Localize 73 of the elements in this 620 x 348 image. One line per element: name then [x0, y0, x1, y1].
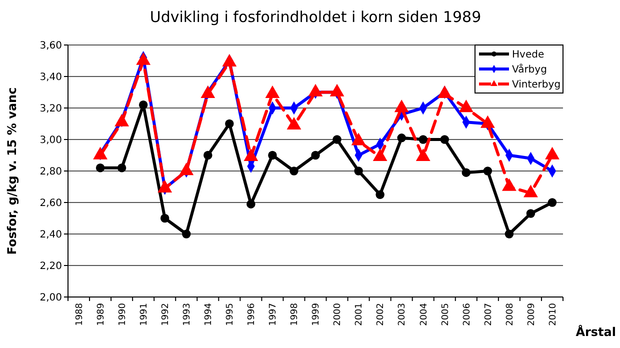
point: [225, 119, 234, 128]
point: [351, 132, 366, 146]
y-tick-label: 3,20: [40, 104, 62, 114]
x-tick-label: 1999: [312, 302, 322, 326]
point: [138, 100, 148, 110]
point: [136, 52, 151, 65]
point: [394, 100, 409, 112]
point: [290, 166, 298, 176]
point: [96, 163, 105, 172]
point: [268, 150, 277, 160]
point: [265, 86, 280, 98]
legend-label: Vinterbyg: [512, 80, 561, 90]
point: [246, 200, 256, 208]
point: [440, 135, 449, 144]
point: [458, 100, 474, 112]
x-tick-label: 2006: [462, 302, 472, 326]
y-tick-label: 2,40: [40, 230, 62, 240]
point: [483, 166, 492, 176]
y-tick-label: 2,20: [40, 261, 62, 272]
y-tick-label: 2,80: [40, 166, 62, 178]
y-tick-label: 3,00: [40, 135, 62, 146]
x-tick-label: 2001: [354, 303, 365, 326]
chart-title: Udvikling i fosforindholdet i korn siden 1989: [150, 8, 482, 26]
point: [160, 214, 170, 223]
x-tick-label: 1996: [247, 302, 258, 326]
point: [204, 150, 212, 160]
x-tick-label: 2009: [526, 302, 537, 326]
x-tick-label: 2005: [440, 303, 451, 326]
point: [504, 230, 514, 238]
legend-label: Vårbyg: [512, 64, 547, 76]
point: [418, 135, 428, 144]
x-tick-label: 2008: [505, 302, 516, 326]
point: [548, 198, 557, 207]
x-tick-label: 1995: [226, 303, 236, 326]
x-tick-label: 1997: [268, 303, 279, 326]
x-tick-label: 1989: [96, 302, 106, 326]
x-tick-label: 1988: [74, 302, 85, 326]
y-tick-label: 2,60: [40, 198, 62, 209]
x-tick-label: 2000: [333, 302, 344, 326]
x-tick-label: 1998: [290, 302, 300, 326]
x-tick-label: 1991: [139, 303, 150, 326]
x-tick-label: 1992: [161, 303, 171, 326]
point: [332, 135, 342, 144]
y-tick-label: 3,60: [40, 40, 62, 52]
point: [437, 86, 452, 98]
point: [376, 190, 384, 199]
point: [462, 168, 471, 177]
legend-label: Hvede: [512, 50, 544, 60]
point: [397, 134, 406, 142]
x-tick-label: 2003: [398, 303, 408, 326]
x-tick-label: 1993: [182, 303, 193, 326]
x-tick-label: 2010: [548, 302, 558, 326]
point: [182, 230, 191, 238]
point: [330, 84, 344, 96]
x-tick-label: 1994: [204, 302, 214, 326]
point: [311, 150, 320, 160]
y-tick-label: 2,00: [40, 292, 62, 304]
point: [117, 163, 126, 172]
point: [480, 115, 495, 128]
x-tick-label: 1990: [118, 302, 128, 326]
point: [286, 117, 302, 130]
point: [200, 86, 216, 98]
y-tick-label: 3,40: [40, 72, 62, 83]
x-tick-label: 2007: [484, 303, 494, 326]
point: [526, 209, 536, 218]
x-tick-label: 2002: [376, 303, 386, 326]
x-axis-title: Årstal: [576, 324, 616, 339]
point: [222, 54, 237, 66]
x-tick-label: 2004: [419, 302, 430, 326]
point: [354, 166, 363, 176]
point: [114, 114, 130, 126]
point: [308, 84, 323, 96]
y-axis-title: Fosfor, g/kg v. 15 % vanc: [5, 87, 19, 255]
